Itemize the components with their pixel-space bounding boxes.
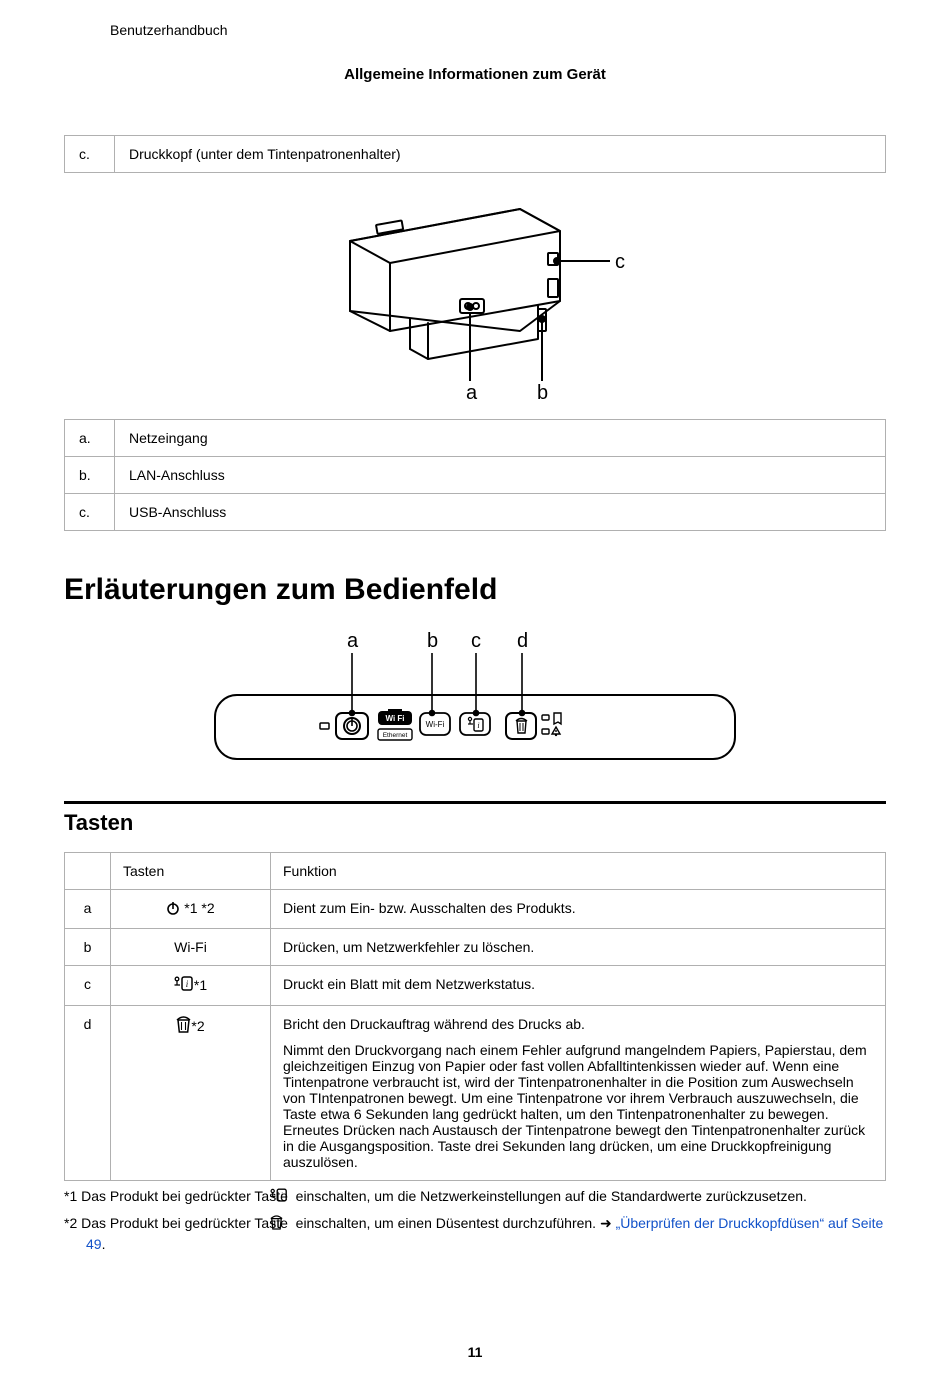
funktion-cell: Dient zum Ein- bzw. Ausschalten des Prod…	[271, 890, 886, 929]
fn2-mid: einschalten, um einen Düsentest durchzuf…	[296, 1215, 600, 1231]
svg-text:i: i	[477, 721, 479, 730]
tasten-text: *2	[191, 1018, 204, 1034]
fn2-end: .	[102, 1236, 106, 1252]
figure-label-a: a	[466, 382, 478, 401]
svg-text:b: b	[427, 630, 438, 652]
parts-value: Netzeingang	[115, 420, 886, 457]
tasten-cell: i *1	[111, 966, 271, 1006]
footnote-2: *2 Das Produkt bei gedrückter Taste eins…	[64, 1214, 886, 1254]
row-id: b	[65, 929, 111, 966]
running-head: Benutzerhandbuch	[110, 22, 886, 38]
subsection-title: Tasten	[64, 810, 886, 836]
funktion-p2: Nimmt den Druckvorgang nach einem Fehler…	[283, 1042, 867, 1170]
col-funktion-header: Funktion	[271, 853, 886, 890]
svg-text:a: a	[347, 630, 359, 652]
tasten-text: *1 *2	[180, 900, 214, 916]
funktion-p1: Bricht den Druckauftrag während des Druc…	[283, 1016, 873, 1032]
tasten-cell: *1 *2	[111, 890, 271, 929]
parts-value: USB-Anschluss	[115, 494, 886, 531]
page-subtitle: Allgemeine Informationen zum Gerät	[64, 66, 886, 83]
figure-printer-rear: a b c	[64, 191, 886, 401]
tasten-text: *1	[194, 977, 207, 993]
table-row: d *2 Bricht den Druckauftrag während des…	[65, 1006, 886, 1181]
page-number: 11	[64, 1344, 886, 1360]
parts-value: Druckkopf (unter dem Tintenpatronenhalte…	[115, 136, 886, 173]
netinfo-icon: i	[174, 976, 194, 995]
tasten-cell: *2	[111, 1006, 271, 1181]
fn2-pre: *2 Das Produkt bei gedrückter Taste	[64, 1215, 292, 1231]
row-id: c	[65, 966, 111, 1006]
footnotes: *1 Das Produkt bei gedrückter Taste i ei…	[64, 1187, 886, 1254]
fn1-post: einschalten, um die Netzwerkeinstellunge…	[296, 1188, 807, 1204]
section-title: Erläuterungen zum Bedienfeld	[64, 573, 886, 607]
table-row: b. LAN-Anschluss	[65, 457, 886, 494]
tasten-cell: Wi-Fi	[111, 929, 271, 966]
svg-text:Wi-Fi: Wi-Fi	[426, 720, 445, 729]
table-row: c. Druckkopf (unter dem Tintenpatronenha…	[65, 136, 886, 173]
parts-value: LAN-Anschluss	[115, 457, 886, 494]
col-tasten-header: Tasten	[111, 853, 271, 890]
function-table: Tasten Funktion a *1 *2 Dient zum Ein- b…	[64, 852, 886, 1181]
arrow-icon: ➜	[600, 1215, 616, 1231]
figure-control-panel: a b c d Wi Fi	[64, 629, 886, 779]
parts-key: b.	[65, 457, 115, 494]
table-row: a. Netzeingang	[65, 420, 886, 457]
fn1-pre: *1 Das Produkt bei gedrückter Taste	[64, 1188, 292, 1204]
svg-text:c: c	[471, 630, 481, 652]
funktion-cell: Drücken, um Netzwerkfehler zu löschen.	[271, 929, 886, 966]
figure-label-c: c	[615, 251, 625, 273]
table-row: c. USB-Anschluss	[65, 494, 886, 531]
table-row: c i *1 Druckt ein Blatt mit dem Netzwerk…	[65, 966, 886, 1006]
figure-label-b: b	[537, 382, 548, 401]
table-row: b Wi-Fi Drücken, um Netzwerkfehler zu lö…	[65, 929, 886, 966]
funktion-cell: Druckt ein Blatt mit dem Netzwerkstatus.	[271, 966, 886, 1006]
funktion-cell: Bricht den Druckauftrag während des Druc…	[271, 1006, 886, 1181]
parts-key: c.	[65, 136, 115, 173]
svg-text:Wi Fi: Wi Fi	[385, 714, 404, 723]
trash-icon	[176, 1016, 191, 1036]
power-icon	[166, 901, 180, 918]
row-id: d	[65, 1006, 111, 1181]
parts-table-2: a. Netzeingang b. LAN-Anschluss c. USB-A…	[64, 419, 886, 531]
footnote-1: *1 Das Produkt bei gedrückter Taste i ei…	[64, 1187, 886, 1208]
svg-text:i: i	[280, 1191, 282, 1200]
parts-key: c.	[65, 494, 115, 531]
svg-text:d: d	[517, 630, 528, 652]
parts-table-1: c. Druckkopf (unter dem Tintenpatronenha…	[64, 135, 886, 173]
table-header-row: Tasten Funktion	[65, 853, 886, 890]
table-row: a *1 *2 Dient zum Ein- bzw. Ausschalten …	[65, 890, 886, 929]
row-id: a	[65, 890, 111, 929]
svg-text:Ethernet: Ethernet	[383, 732, 408, 739]
parts-key: a.	[65, 420, 115, 457]
svg-text:i: i	[186, 979, 189, 989]
